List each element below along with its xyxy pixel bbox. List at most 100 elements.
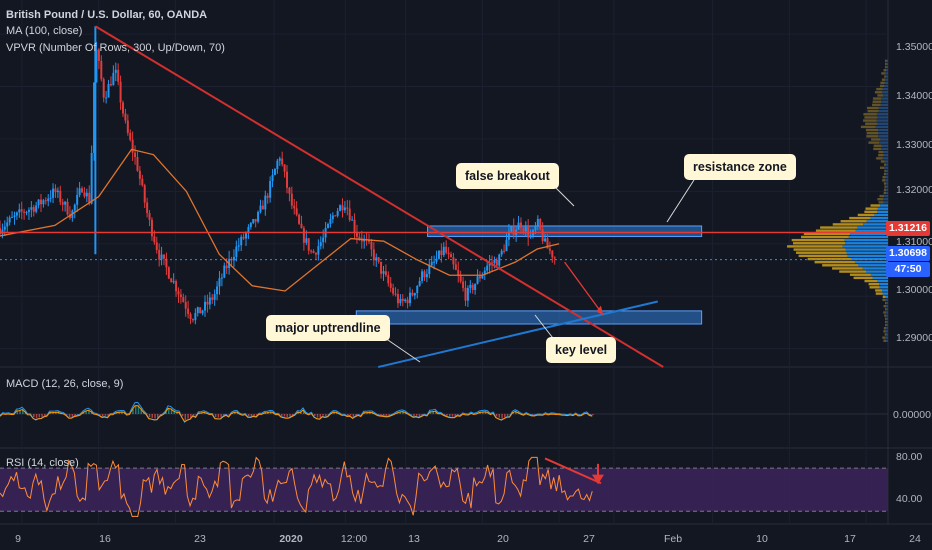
volume-profile-bar-up	[843, 245, 888, 247]
candle-up	[50, 198, 52, 199]
rsi-tick: 80.00	[896, 451, 922, 463]
candle-up	[264, 196, 266, 210]
time-tick: 17	[844, 533, 856, 545]
candle-down	[103, 79, 105, 97]
last-price-tag: 1.30698	[886, 246, 930, 261]
candle-down	[293, 206, 295, 209]
volume-profile-bar-up	[886, 185, 888, 187]
key-level-callout: key level	[546, 337, 616, 363]
volume-profile-bar-down	[867, 132, 879, 134]
volume-profile-bar-down	[854, 277, 873, 279]
candle-up	[274, 169, 276, 175]
macd-indicator-label[interactable]: MACD (12, 26, close, 9)	[6, 378, 123, 390]
volume-profile-bar-up	[886, 75, 888, 77]
volume-profile-bar-down	[880, 85, 884, 87]
candle-down	[21, 209, 23, 211]
candle-down	[539, 219, 541, 229]
candle-down	[411, 293, 413, 296]
candle-down	[370, 242, 372, 250]
candle-down	[83, 192, 85, 196]
volume-profile-bar-down	[875, 91, 882, 93]
time-tick: 10	[756, 533, 768, 545]
ma-indicator-label[interactable]: MA (100, close)	[6, 25, 82, 37]
candle-down	[380, 262, 382, 274]
volume-profile-bar-up	[887, 66, 888, 68]
volume-profile-bar-up	[885, 78, 888, 80]
volume-profile-bar-down	[885, 321, 887, 323]
candle-down	[358, 237, 360, 239]
candle-up	[518, 223, 520, 230]
volume-profile-bar-up	[867, 220, 888, 222]
candle-down	[211, 297, 213, 299]
macd-histogram-bar	[135, 405, 137, 414]
candle-down	[170, 278, 172, 282]
candle-up	[250, 223, 252, 227]
price-tick: 1.33000	[896, 139, 932, 151]
volume-profile-bar-up	[878, 129, 888, 131]
volume-profile-bar-up	[886, 173, 888, 175]
candle-down	[62, 202, 64, 205]
price-tick: 1.32000	[896, 184, 932, 196]
candle-down	[387, 275, 389, 283]
volume-profile-bar-down	[796, 252, 847, 254]
volume-profile-bar-up	[882, 145, 888, 147]
candle-up	[245, 233, 247, 238]
candle-up	[339, 205, 341, 211]
price-tick: 1.34000	[896, 90, 932, 102]
candle-down	[226, 266, 228, 268]
candle-up	[47, 199, 49, 201]
candle-down	[496, 260, 498, 266]
volume-profile-bar-down	[878, 151, 883, 153]
volume-profile-bar-down	[876, 88, 882, 90]
candle-up	[474, 284, 476, 290]
candle-down	[395, 294, 397, 295]
volume-profile-bar-up	[886, 170, 888, 172]
volume-profile-bar-down	[878, 154, 883, 156]
volume-profile-bar-up	[884, 167, 888, 169]
candle-up	[322, 238, 324, 243]
macd-histogram-bar	[496, 414, 498, 416]
candle-up	[86, 193, 88, 197]
volume-profile-bar-down	[884, 189, 886, 191]
vpvr-indicator-label[interactable]: VPVR (Number Of Rows, 300, Up/Down, 70)	[6, 42, 225, 54]
volume-profile-bar-up	[885, 179, 888, 181]
resistance-zone-box	[428, 226, 702, 236]
candle-up	[431, 262, 433, 266]
macd-histogram-bar	[413, 414, 415, 416]
volume-profile-bar-up	[886, 327, 888, 329]
macd-histogram-bar	[449, 414, 451, 416]
volume-profile-bar-down	[882, 299, 885, 301]
candle-down	[346, 208, 348, 209]
candle-down	[151, 220, 153, 237]
candle-up	[4, 227, 6, 230]
candle-up	[28, 210, 30, 212]
candle-down	[385, 271, 387, 275]
rsi-indicator-label[interactable]: RSI (14, close)	[6, 457, 79, 469]
volume-profile-bar-down	[870, 204, 880, 206]
volume-profile-bar-down	[885, 63, 887, 65]
candle-down	[334, 215, 336, 216]
candle-up	[221, 278, 223, 279]
macd-histogram-bar	[102, 414, 104, 416]
candle-down	[522, 228, 524, 232]
candle-up	[79, 188, 81, 195]
volume-profile-bar-up	[885, 72, 888, 74]
candle-down	[503, 251, 505, 252]
candle-down	[153, 236, 155, 242]
volume-profile-bar-up	[880, 286, 888, 288]
volume-profile-bar-up	[878, 207, 888, 209]
volume-profile-bar-down	[841, 220, 867, 222]
candle-down	[423, 271, 425, 277]
volume-profile-bar-up	[848, 255, 888, 257]
candle-down	[117, 70, 119, 82]
candle-up	[30, 207, 32, 210]
volume-profile-bar-up	[887, 321, 888, 323]
volume-profile-bar-up	[879, 283, 888, 285]
macd-tick: 0.00000	[893, 409, 931, 421]
volume-profile-bar-down	[885, 302, 887, 304]
volume-profile-bar-down	[869, 283, 880, 285]
candle-down	[122, 103, 124, 114]
volume-profile-bar-up	[887, 60, 888, 62]
macd-histogram-bar	[185, 414, 187, 420]
